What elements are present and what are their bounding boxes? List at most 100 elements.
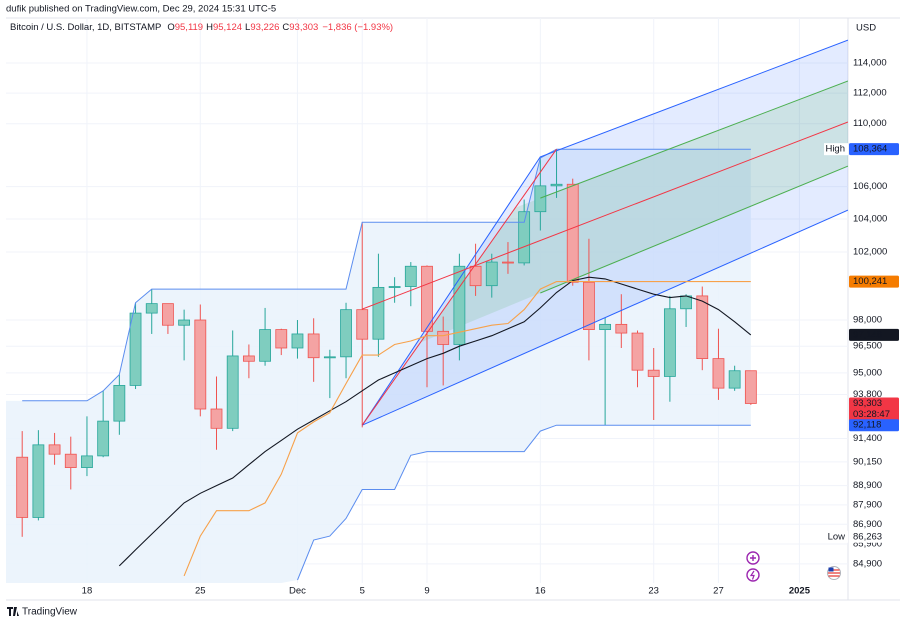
y-tick-label: 102,000 [853, 247, 887, 258]
candle-body [178, 319, 191, 326]
candle-body [469, 265, 482, 287]
candle-body [388, 286, 401, 288]
candle-body [32, 444, 45, 518]
price-caption-bg [824, 530, 848, 543]
pitchfork-inner-lower [540, 165, 848, 294]
candle-body [696, 295, 709, 360]
candle-body [242, 355, 255, 362]
x-tick-label: 16 [535, 586, 546, 597]
x-tick-label: 18 [82, 586, 93, 597]
band-fill [6, 149, 751, 583]
candle-body [48, 444, 61, 455]
candle-body [356, 309, 369, 340]
candle-body [550, 183, 563, 187]
pitchfork-upper [361, 39, 848, 426]
candle-body [453, 265, 466, 345]
price-badge [849, 143, 899, 156]
x-tick-label: 27 [713, 586, 724, 597]
icon-plus[interactable] [746, 551, 760, 565]
legend-value: 95,124 [213, 22, 242, 33]
legend-key: O [167, 22, 174, 33]
x-tick-label: 25 [195, 586, 206, 597]
candle-body [275, 329, 288, 349]
candle-body [728, 370, 741, 389]
icon-flag-canton [828, 567, 834, 572]
candle-body [64, 453, 77, 468]
candle-body [712, 358, 725, 389]
footer: TradingView [7, 607, 78, 618]
price-badge [849, 530, 899, 543]
candle-body [194, 319, 207, 410]
price-badge [849, 397, 899, 422]
y-tick-label: 112,000 [853, 88, 887, 99]
pitchfork-lower [361, 209, 848, 426]
legend-value: 93,303 [289, 22, 318, 33]
x-tick-label: Dec [289, 586, 306, 597]
candle-body [145, 303, 158, 314]
y-tick-label: 90,150 [853, 456, 882, 467]
price-caption: High [825, 144, 845, 155]
candle-body [518, 211, 531, 264]
icon-lightning-glyph [749, 570, 755, 580]
y-tick-label: 110,000 [853, 118, 887, 129]
brand: TradingView [22, 607, 78, 618]
brand-logo [7, 607, 19, 616]
y-tick-label: 106,000 [853, 181, 887, 192]
legend: Bitcoin / U.S. Dollar, 1D, BITSTAMP O95,1… [10, 22, 393, 33]
legend-value: 93,226 [250, 22, 279, 33]
candle-body [259, 329, 271, 362]
candle-body [404, 265, 417, 287]
legend-change: −1,836 (−1.93%) [322, 22, 393, 33]
y-tick-label: 86,900 [853, 519, 882, 530]
legend-title: Bitcoin / U.S. Dollar, 1D, BITSTAMP [10, 22, 161, 33]
indicator-line [118, 276, 752, 567]
pitchfork-median [362, 121, 848, 310]
candle-body [502, 261, 514, 264]
indicator-line [183, 281, 751, 577]
y-tick-label: 98,000 [853, 315, 882, 326]
y-tick-label: 95,000 [853, 367, 882, 378]
currency: USD [856, 23, 876, 34]
icon-plus-glyph [750, 555, 756, 561]
price-caption: Low [828, 531, 846, 542]
price-badge [849, 328, 899, 341]
indicator-icons [746, 551, 841, 582]
candle-body [599, 323, 612, 330]
candle-body [631, 332, 644, 371]
legend-key: L [245, 22, 250, 33]
candle-body [97, 420, 110, 457]
price-badge-sub: 03:28:47 [853, 409, 890, 420]
attribution: dufik published on TradingView.com, Dec … [6, 4, 276, 15]
icon-lightning[interactable] [746, 568, 760, 582]
y-tick-label: 93,800 [853, 389, 882, 400]
y-tick-label: 87,900 [853, 499, 882, 510]
candle-body [162, 303, 174, 326]
legend-value: 95,119 [175, 22, 203, 33]
candle-body [226, 355, 239, 429]
price-caption-bg [824, 143, 848, 156]
candle-body [680, 295, 692, 310]
candle-body [129, 312, 142, 386]
candle-body [615, 323, 628, 334]
candle-body [372, 286, 385, 340]
candle-body [534, 185, 547, 213]
price-badge [849, 275, 899, 288]
candle-body [81, 455, 93, 468]
candle-body [421, 265, 433, 332]
price-badge-label: 100,241 [853, 276, 887, 287]
candle-body [340, 309, 352, 358]
price-badge-label: 97,148 [853, 329, 882, 340]
pitchfork-outer-fill [362, 40, 848, 426]
candle-body [583, 281, 595, 330]
y-tick-label: 91,400 [853, 433, 882, 444]
plot-area [6, 18, 848, 583]
candle-body [663, 308, 676, 377]
candle-body [113, 385, 126, 422]
price-badge-label: 93,303 [853, 398, 882, 409]
y-tick-label: 104,000 [853, 214, 887, 225]
price-badge-label: 92,118 [853, 420, 881, 431]
x-tick-label: 2025 [789, 586, 811, 597]
x-tick-label: 9 [424, 586, 429, 597]
price-badge [849, 419, 899, 432]
